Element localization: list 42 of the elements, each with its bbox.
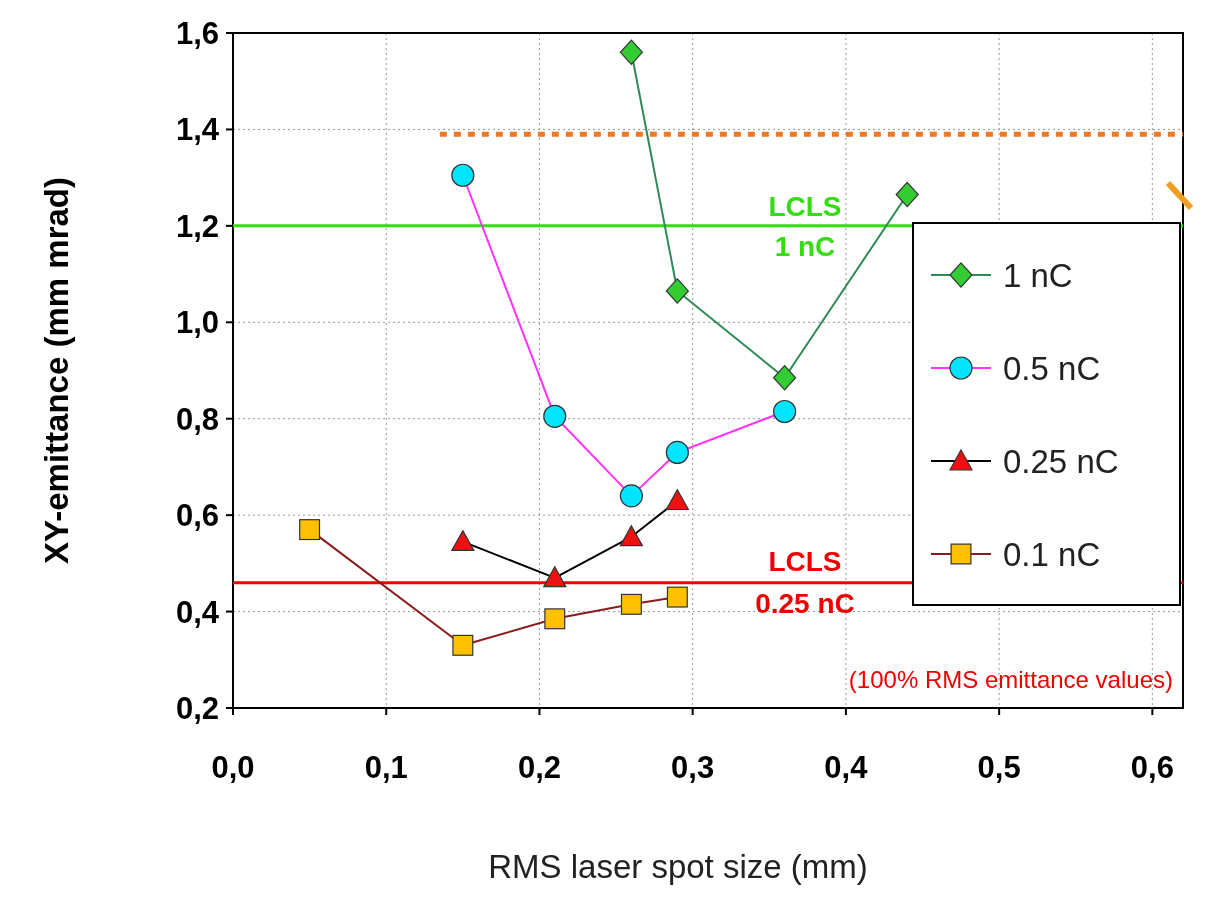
point <box>543 404 567 428</box>
x-tick-label: 0,5 <box>977 750 1021 785</box>
x-tick-label: 0,2 <box>517 750 562 785</box>
point <box>773 399 797 424</box>
point <box>773 365 797 391</box>
ref-line-label: LCLS 0.25 nC <box>755 545 855 619</box>
legend-label: 0.5 nC <box>1003 350 1101 387</box>
x-tick-label: 0,0 <box>211 750 255 785</box>
point <box>619 39 643 65</box>
y-tick-label: 1,6 <box>175 16 219 51</box>
y-tick-label: 0,8 <box>175 401 219 437</box>
y-tick-label: 1,4 <box>175 112 220 148</box>
point <box>451 530 475 552</box>
point <box>665 489 689 511</box>
point <box>544 608 566 630</box>
point <box>666 586 688 608</box>
annotation: (100% RMS emittance values) <box>848 666 1173 693</box>
point <box>895 181 919 208</box>
x-axis-title: RMS laser spot size (mm) <box>488 848 868 885</box>
x-tick-label: 0,1 <box>364 750 408 785</box>
y-tick-label: 0,4 <box>175 594 220 630</box>
y-tick-label: 1,2 <box>175 208 219 244</box>
point <box>619 484 643 508</box>
legend-label: 0.1 nC <box>1003 536 1101 573</box>
ref-line-label: LCLS 1 nC <box>768 190 842 262</box>
x-tick-label: 0,4 <box>824 750 869 785</box>
point <box>543 566 567 588</box>
point <box>619 525 643 547</box>
point <box>620 593 642 615</box>
x-tick-label: 0,3 <box>671 750 715 785</box>
y-tick-label: 1,0 <box>175 305 219 341</box>
point <box>299 519 321 541</box>
point <box>451 163 475 187</box>
x-tick-label: 0,6 <box>1130 750 1174 785</box>
legend-label: 1 nC <box>1003 257 1073 294</box>
point <box>665 278 689 304</box>
point <box>665 440 689 465</box>
legend-label: 0.25 nC <box>1003 443 1119 480</box>
point <box>452 634 474 656</box>
y-tick-label: 0,2 <box>175 691 219 726</box>
y-axis-title: XY-emittance (mm mrad) <box>38 177 75 564</box>
y-tick-label: 0,6 <box>175 498 219 534</box>
